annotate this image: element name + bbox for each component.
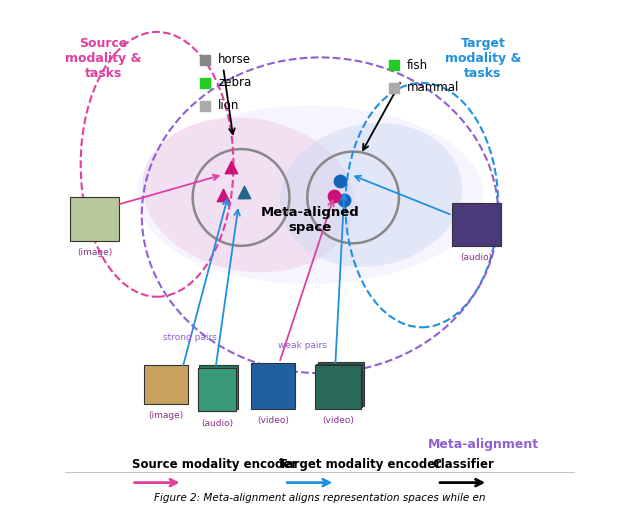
FancyBboxPatch shape	[198, 368, 236, 411]
FancyBboxPatch shape	[316, 364, 362, 407]
Text: fish: fish	[406, 58, 428, 72]
Text: (video): (video)	[322, 416, 354, 425]
Ellipse shape	[280, 123, 462, 267]
Text: lion: lion	[218, 99, 239, 112]
FancyBboxPatch shape	[199, 366, 237, 409]
FancyBboxPatch shape	[198, 368, 236, 411]
Ellipse shape	[143, 117, 355, 272]
Text: zebra: zebra	[218, 76, 252, 90]
FancyBboxPatch shape	[252, 363, 294, 409]
Point	[226, 163, 236, 171]
Text: (audio): (audio)	[201, 419, 233, 428]
Text: mammal: mammal	[406, 81, 459, 94]
Text: Classifier: Classifier	[432, 458, 494, 471]
Point	[388, 61, 399, 69]
Point	[200, 102, 211, 110]
FancyBboxPatch shape	[315, 366, 361, 409]
Text: Source
modality &
tasks: Source modality & tasks	[65, 37, 142, 80]
Text: strong pairs: strong pairs	[163, 333, 217, 342]
FancyBboxPatch shape	[318, 362, 364, 406]
Text: horse: horse	[218, 53, 251, 67]
Text: Meta-aligned
space: Meta-aligned space	[260, 206, 359, 234]
FancyBboxPatch shape	[452, 203, 500, 246]
Text: (video): (video)	[257, 416, 289, 425]
Point	[388, 84, 399, 92]
Text: (image): (image)	[148, 411, 184, 420]
FancyBboxPatch shape	[144, 366, 188, 403]
Text: weak pairs: weak pairs	[278, 340, 326, 350]
Point	[200, 56, 211, 64]
Text: Target
modality &
tasks: Target modality & tasks	[445, 37, 521, 80]
Text: Source modality encoder: Source modality encoder	[132, 458, 297, 471]
FancyBboxPatch shape	[70, 198, 119, 241]
Point	[335, 177, 346, 185]
Text: Figure 2: Meta-alignment aligns representation spaces while en: Figure 2: Meta-alignment aligns represen…	[154, 493, 486, 503]
Point	[339, 196, 349, 204]
Text: Meta-alignment: Meta-alignment	[428, 438, 538, 451]
Point	[218, 191, 228, 199]
Text: Target modality encoder: Target modality encoder	[279, 458, 442, 471]
Ellipse shape	[137, 106, 483, 284]
Point	[200, 79, 211, 87]
Text: (image): (image)	[77, 248, 112, 258]
Point	[329, 192, 339, 200]
Point	[239, 188, 249, 197]
Text: (audio): (audio)	[461, 253, 493, 263]
